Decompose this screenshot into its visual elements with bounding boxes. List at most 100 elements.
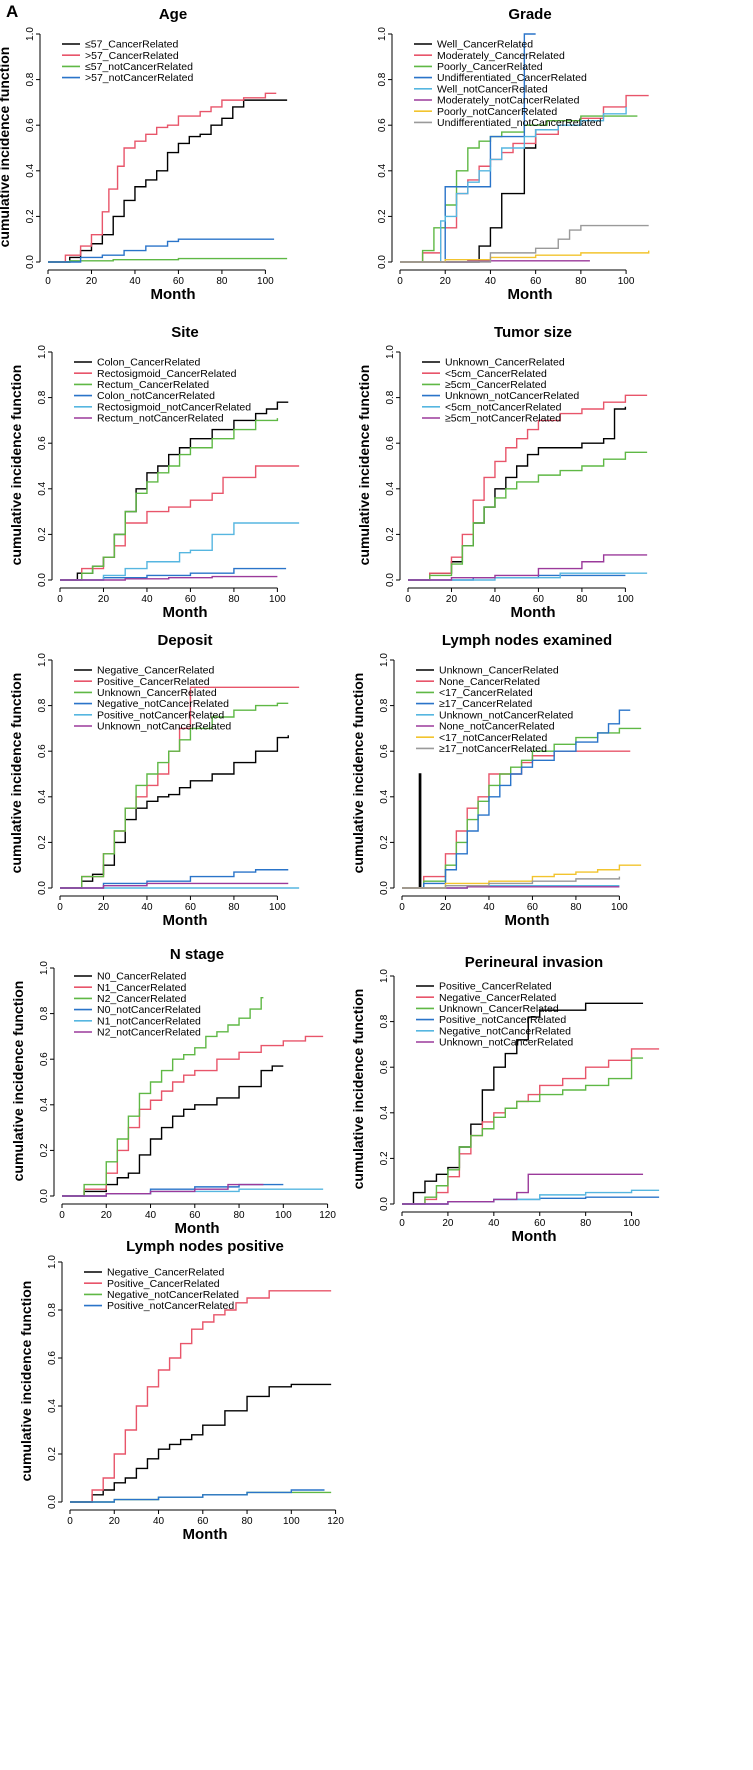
chart-svg: 0 20 40 60 80 100 120 0.0 0.2 0.4 0.6 0.8 1.0 N0_Canc… [39,961,336,1221]
series-line-unknown-notcancerrelated [402,1173,644,1205]
x-tick-label: 80 [228,594,240,605]
legend-label: Negative_notCancerRelated [439,1025,571,1037]
chart-svg: 0 20 40 60 80 100 120 0.0 0.2 0.4 0.6 0.8 1.0 Negativ… [47,1255,344,1527]
y-tick-label: 1.0 [37,653,48,667]
y-tick-label: 1.0 [379,969,390,983]
legend-label: Negative_CancerRelated [439,992,556,1004]
x-tick-label: 120 [327,1516,344,1527]
y-tick-label: 1.0 [25,27,36,41]
chart-svg: 0 20 40 60 80 100 0.0 0.2 0.4 0.6 0.8 1.0 ≤57_Cancer… [25,27,288,287]
legend-label: Negative_CancerRelated [107,1267,224,1279]
legend-label: None_CancerRelated [439,676,540,688]
chart-panel-site: Site cumulative incidence function Month 0 2… [0,318,340,632]
y-tick-label: 0.4 [385,481,396,495]
x-tick-label: 60 [530,276,542,287]
series-line-n2-notcancerrelated [62,1183,264,1197]
x-tick-label: 20 [442,1218,454,1229]
series-line-lt17-cancerrelated [402,727,642,889]
series-line-n0-cancerrelated [62,1065,284,1197]
y-tick-label: 0.8 [39,1006,50,1020]
x-tick-label: 60 [527,902,539,913]
series-line-lt17-notcancerrelated [402,864,642,889]
y-tick-label: 0.4 [39,1097,50,1111]
y-tick-label: 0.8 [37,698,48,712]
chart-panel-deposit: Deposit cumulative incidence function Mont… [0,626,340,940]
series-line-poorly-cancerrelated [400,115,638,263]
legend-label: N0_notCancerRelated [97,1004,201,1016]
x-tick-label: 0 [45,276,51,287]
x-tick-label: 40 [483,902,495,913]
y-tick-label: 0.2 [25,209,36,223]
legend-label: ≤57_notCancerRelated [85,61,193,73]
series-line-ge5cm-notcancerrelated [408,554,648,581]
y-tick-label: 0.0 [37,573,48,587]
y-tick-label: 0.0 [379,881,390,895]
x-tick-label: 100 [611,902,628,913]
legend-label: Colon_notCancerRelated [97,390,215,402]
series-line-gt57-cancerrelated [48,92,277,263]
legend-label: Well_CancerRelated [437,39,533,51]
chart-svg: 0 20 40 60 80 100 0.0 0.2 0.4 0.6 0.8 1.0 Well_Cance… [377,27,650,287]
y-tick-label: 1.0 [37,345,48,359]
y-tick-label: 0.0 [377,255,388,269]
x-tick-label: 80 [228,902,240,913]
series-line-n0-notcancerrelated [62,1183,284,1197]
y-axis-label: cumulative incidence function [10,980,26,1182]
x-tick-label: 60 [185,902,197,913]
y-tick-label: 0.0 [39,1189,50,1203]
x-tick-label: 60 [185,594,197,605]
x-axis-label: Month [504,912,550,929]
legend-label: Rectum_notCancerRelated [97,413,224,425]
x-axis-label: Month [511,1228,557,1245]
y-tick-label: 1.0 [377,27,388,41]
legend-label: >57_CancerRelated [85,50,179,62]
y-tick-label: 1.0 [39,961,50,975]
legend-label: Rectum_CancerRelated [97,379,209,391]
chart-panel-age: Age cumulative incidence function Month 0 20… [0,0,328,314]
y-tick-label: 0.0 [379,1197,390,1211]
series-line-positive-cancerrelated [402,1002,644,1205]
x-axis-label: Month [182,1526,228,1543]
series-line-negative-cancerrelated [402,1048,660,1205]
x-axis-label: Month [162,912,208,929]
chart-title: Grade [508,6,552,23]
y-tick-label: 1.0 [379,653,390,667]
series-line-ge5cm-cancerrelated [408,451,648,581]
x-tick-label: 0 [57,594,63,605]
legend-label: N2_notCancerRelated [97,1027,201,1039]
legend-label: ≥17_CancerRelated [439,698,532,710]
legend-label: N1_CancerRelated [97,982,186,994]
x-tick-label: 0 [399,902,405,913]
series-line-n1-cancerrelated [62,1035,324,1197]
series-line-unknown-cancerrelated [408,406,627,581]
y-tick-label: 1.0 [47,1255,58,1269]
chart-svg: 0 20 40 60 80 100 0.0 0.2 0.4 0.6 0.8 1.0 Unknown_Ca… [385,345,648,605]
chart-title: N stage [169,946,225,963]
x-axis-label: Month [507,286,553,303]
x-tick-label: 20 [101,1210,113,1221]
x-tick-label: 60 [173,276,185,287]
y-tick-label: 0.6 [37,436,48,450]
series-line-unknown-cancerrelated [402,1057,644,1205]
y-tick-label: 0.2 [39,1143,50,1157]
y-tick-label: 0.2 [377,209,388,223]
x-tick-label: 40 [141,902,153,913]
y-tick-label: 0.8 [377,72,388,86]
chart-svg: 0 20 40 60 80 100 0.0 0.2 0.4 0.6 0.8 1.0 Negative_C… [37,653,300,913]
x-axis-label: Month [510,604,556,621]
y-tick-label: 0.2 [47,1447,58,1461]
legend-label: Unknown_notCancerRelated [445,390,579,402]
y-tick-label: 0.0 [47,1495,58,1509]
x-tick-label: 80 [575,276,587,287]
x-axis-label: Month [174,1220,220,1237]
x-tick-label: 100 [257,276,274,287]
y-tick-label: 0.4 [37,481,48,495]
x-tick-label: 40 [488,1218,500,1229]
y-tick-label: 0.6 [377,118,388,132]
x-tick-label: 40 [145,1210,157,1221]
x-tick-label: 40 [153,1516,165,1527]
x-tick-label: 80 [241,1516,253,1527]
x-tick-label: 100 [623,1218,640,1229]
series-line-rectum-cancerrelated [60,418,279,581]
legend-label: Unknown_CancerRelated [439,1003,559,1015]
